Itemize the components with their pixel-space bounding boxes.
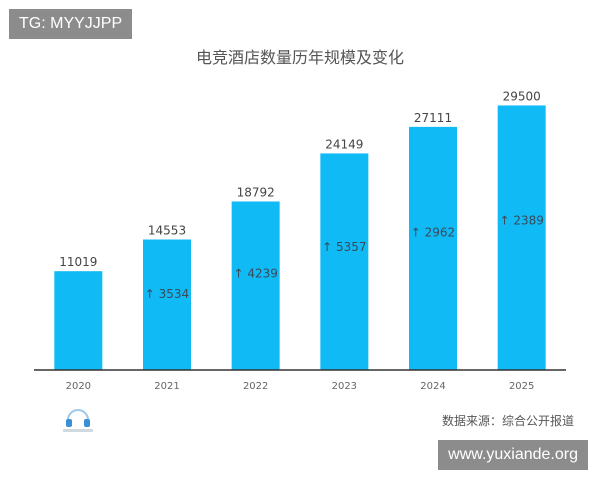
increment-label-2024: ↑ 2962 bbox=[411, 225, 455, 239]
bar-2023 bbox=[320, 153, 369, 370]
source-note: 数据来源：综合公开报道 bbox=[441, 414, 574, 428]
bar-2021 bbox=[143, 239, 191, 370]
value-label-2022: 18792 bbox=[237, 185, 275, 199]
increment-label-2022: ↑ 4239 bbox=[233, 266, 277, 280]
chart-title: 电竞酒店数量历年规模及变化 bbox=[195, 48, 404, 67]
value-label-2023: 24149 bbox=[325, 137, 363, 151]
bar-2024 bbox=[409, 126, 457, 370]
x-tick-2021: 2021 bbox=[154, 381, 179, 392]
headphones-logo-icon bbox=[60, 404, 96, 434]
x-tick-2024: 2024 bbox=[420, 381, 445, 392]
x-tick-2022: 2022 bbox=[243, 381, 268, 392]
bar-2025 bbox=[497, 105, 546, 371]
value-label-2021: 14553 bbox=[148, 223, 186, 237]
value-label-2024: 27111 bbox=[414, 111, 452, 125]
watermark: www.yuxiande.org bbox=[438, 440, 588, 470]
increment-label-2025: ↑ 2389 bbox=[499, 213, 543, 227]
value-label-2020: 11019 bbox=[59, 255, 97, 269]
bar-2020 bbox=[54, 271, 103, 370]
x-tick-2023: 2023 bbox=[332, 381, 357, 392]
x-tick-2025: 2025 bbox=[509, 381, 534, 392]
x-tick-2020: 2020 bbox=[66, 381, 91, 392]
bar-2022 bbox=[231, 201, 280, 370]
increment-label-2021: ↑ 3534 bbox=[145, 287, 189, 301]
increment-label-2023: ↑ 5357 bbox=[322, 240, 366, 254]
tg-tag: TG: MYYJJPP bbox=[9, 9, 133, 39]
value-label-2025: 29500 bbox=[503, 89, 541, 103]
